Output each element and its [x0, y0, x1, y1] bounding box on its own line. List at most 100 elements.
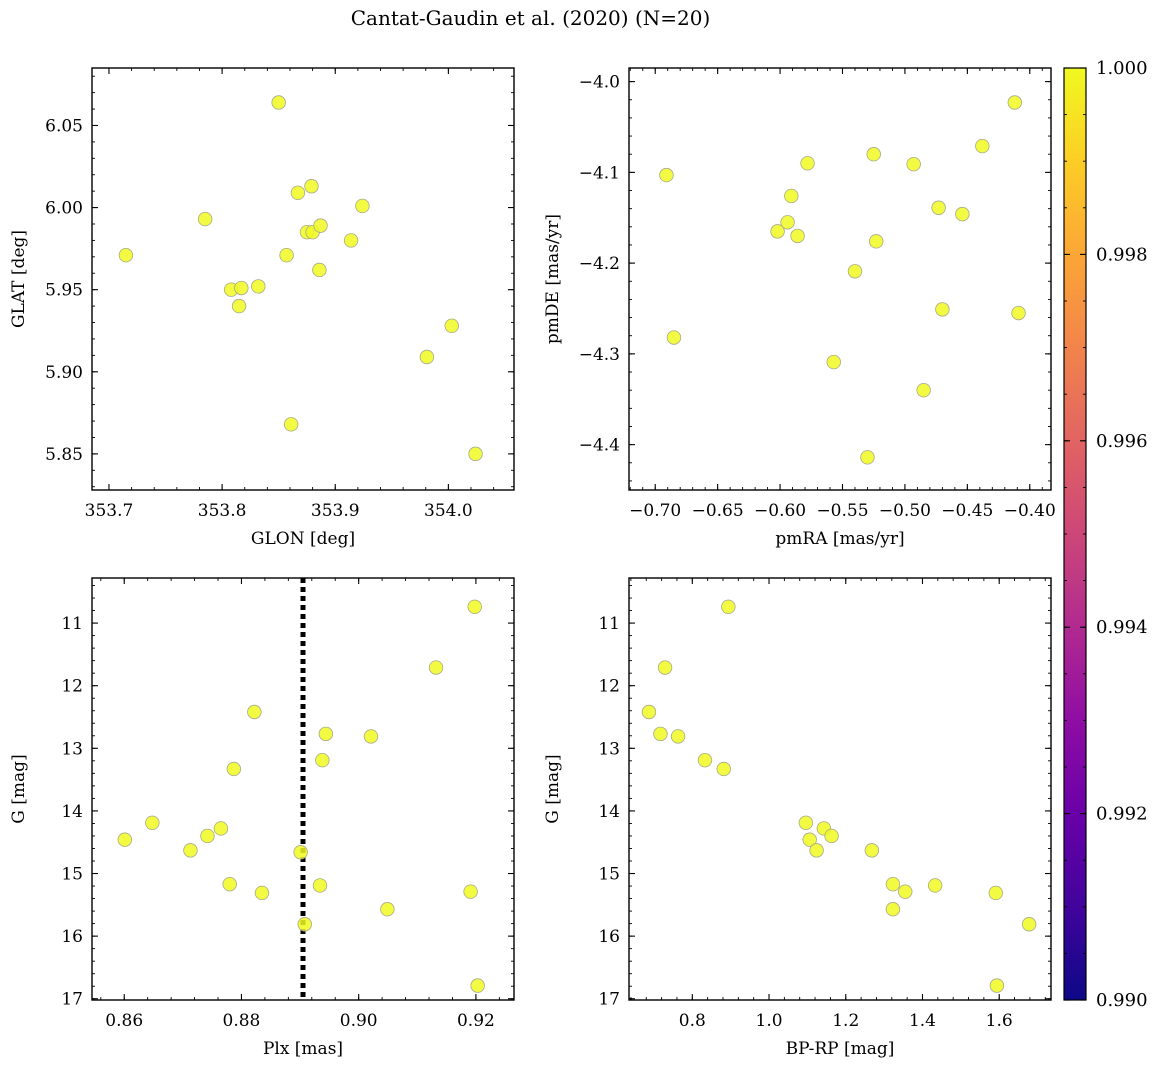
y-axis-label: G [mag] — [543, 754, 563, 823]
x-tick-label: 0.92 — [457, 1011, 495, 1031]
y-tick-label: 16 — [598, 927, 620, 947]
y-tick-label: 13 — [61, 739, 83, 759]
data-point — [659, 167, 674, 183]
data-point — [802, 832, 817, 847]
data-point — [790, 228, 805, 244]
x-tick-label: −0.40 — [1004, 501, 1056, 521]
panel-2: −0.70 −0.65 −0.60 −0.55 −0.50 −0.45 −0.40 −4.4 −… — [543, 67, 1056, 549]
y-tick-label: 13 — [598, 739, 620, 759]
data-point — [721, 599, 736, 615]
data-point — [343, 233, 359, 248]
data-point — [145, 815, 160, 831]
y-tick-label: 11 — [598, 614, 620, 634]
colorbar-tick-label: 0.996 — [1096, 431, 1148, 452]
data-point — [231, 298, 247, 314]
data-point — [885, 876, 901, 892]
y-tick-label: 6.05 — [45, 116, 83, 136]
x-tick-label: −0.70 — [629, 501, 681, 521]
y-tick-label: −4.0 — [579, 73, 620, 93]
data-point — [318, 726, 334, 742]
data-point — [1011, 305, 1026, 321]
data-point — [809, 843, 824, 858]
data-point — [247, 704, 262, 720]
data-point — [935, 302, 950, 317]
data-point — [293, 845, 308, 860]
data-point — [931, 200, 946, 215]
x-tick-label: 1.4 — [909, 1011, 936, 1031]
axes-frame — [628, 577, 1052, 1001]
x-tick-label: 354.0 — [424, 501, 473, 521]
data-point — [271, 95, 286, 110]
x-axis-label: BP-RP [mag] — [786, 1039, 895, 1059]
y-tick-label: −4.2 — [579, 254, 620, 274]
colorbar-tick-label: 1.000 — [1096, 58, 1148, 79]
data-point — [975, 138, 990, 154]
y-tick-label: 12 — [598, 677, 620, 697]
data-point — [234, 280, 249, 296]
colorbar-tick-label: 0.992 — [1096, 804, 1148, 825]
y-tick-label: 17 — [61, 990, 83, 1010]
y-tick-label: 5.85 — [45, 445, 83, 465]
panel-4: 0.8 1.0 1.2 1.4 1.6 11 12 13 14 15 16 17 BP-RP [mag]… — [543, 577, 1052, 1059]
data-point — [251, 279, 266, 294]
y-tick-label: 5.95 — [45, 281, 83, 301]
data-point — [463, 884, 478, 899]
x-tick-label: 1.0 — [756, 1011, 783, 1031]
x-tick-label: −0.55 — [816, 501, 868, 521]
data-point — [657, 660, 673, 675]
data-point — [279, 247, 294, 263]
data-point — [898, 884, 913, 899]
y-tick-label: −4.4 — [579, 436, 620, 456]
axes-frame — [91, 67, 515, 491]
data-point — [290, 185, 306, 200]
data-point — [197, 211, 213, 227]
data-point — [780, 215, 795, 230]
data-point — [380, 902, 395, 917]
y-tick-label: 14 — [61, 802, 83, 822]
y-tick-label: 15 — [61, 865, 83, 885]
colorbar: 0.990 0.992 0.994 0.996 0.998 1.000 — [1063, 58, 1148, 1011]
data-point — [467, 599, 482, 615]
data-point — [641, 704, 657, 720]
data-point — [697, 752, 713, 768]
data-point — [312, 878, 328, 893]
data-point — [860, 450, 875, 465]
data-point — [304, 179, 319, 194]
data-point — [864, 843, 880, 858]
colorbar-tick-label: 0.990 — [1096, 990, 1148, 1011]
data-point — [666, 330, 682, 345]
data-point — [118, 247, 134, 263]
data-point — [988, 885, 1003, 901]
data-point — [800, 156, 815, 171]
y-tick-label: −4.3 — [579, 345, 620, 365]
data-point — [826, 354, 841, 370]
data-point — [363, 729, 379, 744]
y-tick-label: −4.1 — [579, 163, 620, 183]
data-point — [989, 978, 1005, 993]
x-tick-label: 353.9 — [311, 501, 360, 521]
data-point — [226, 761, 242, 777]
data-point — [313, 218, 328, 233]
data-point — [784, 188, 799, 204]
x-tick-label: −0.65 — [692, 501, 744, 521]
x-axis-label: GLON [deg] — [251, 529, 355, 549]
y-tick-label: 6.00 — [45, 199, 83, 219]
data-point — [200, 828, 215, 844]
data-point — [716, 761, 731, 777]
x-tick-label: 0.88 — [223, 1011, 261, 1031]
data-point — [1021, 917, 1037, 932]
y-tick-label: 11 — [61, 614, 83, 634]
data-point — [183, 843, 198, 858]
y-tick-label: 5.90 — [45, 363, 83, 383]
data-point — [315, 752, 330, 768]
data-point — [468, 446, 483, 462]
data-point — [847, 264, 863, 279]
y-axis-label: G [mag] — [9, 754, 29, 823]
data-point — [283, 417, 299, 432]
data-point — [428, 660, 444, 675]
data-point — [885, 902, 901, 917]
x-tick-label: 0.86 — [105, 1011, 143, 1031]
figure-title: Cantat-Gaudin et al. (2020) (N=20) — [350, 6, 711, 30]
colorbar-gradient — [1064, 68, 1086, 1000]
